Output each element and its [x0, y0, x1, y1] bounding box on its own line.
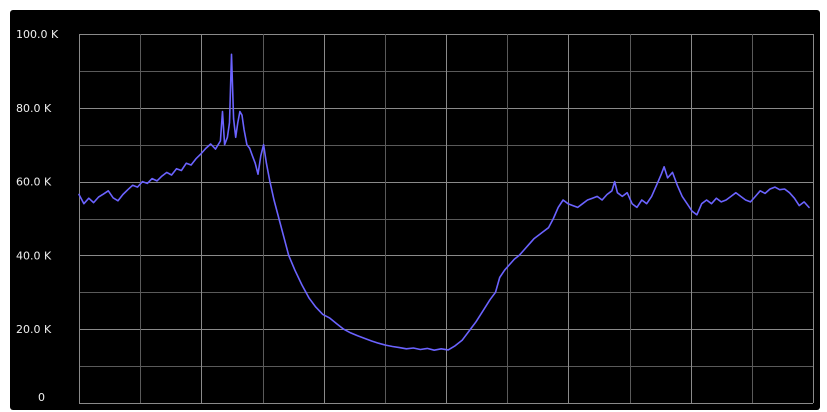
y-tick-label: 0	[38, 391, 45, 404]
vertical-gridlines	[79, 34, 814, 403]
y-tick-label: 20.0 K	[16, 323, 52, 336]
y-tick-label: 40.0 K	[16, 249, 52, 262]
y-tick-label: 100.0 K	[16, 28, 59, 41]
series-line	[78, 53, 810, 352]
y-tick-label: 60.0 K	[16, 176, 52, 189]
chart-panel: 0 20.0 K 40.0 K 60.0 K 80.0 K 100.0 K	[10, 10, 820, 410]
y-axis-tick-labels: 0 20.0 K 40.0 K 60.0 K 80.0 K 100.0 K	[16, 28, 59, 404]
chart-svg: 0 20.0 K 40.0 K 60.0 K 80.0 K 100.0 K	[16, 28, 814, 404]
y-tick-label: 80.0 K	[16, 102, 52, 115]
